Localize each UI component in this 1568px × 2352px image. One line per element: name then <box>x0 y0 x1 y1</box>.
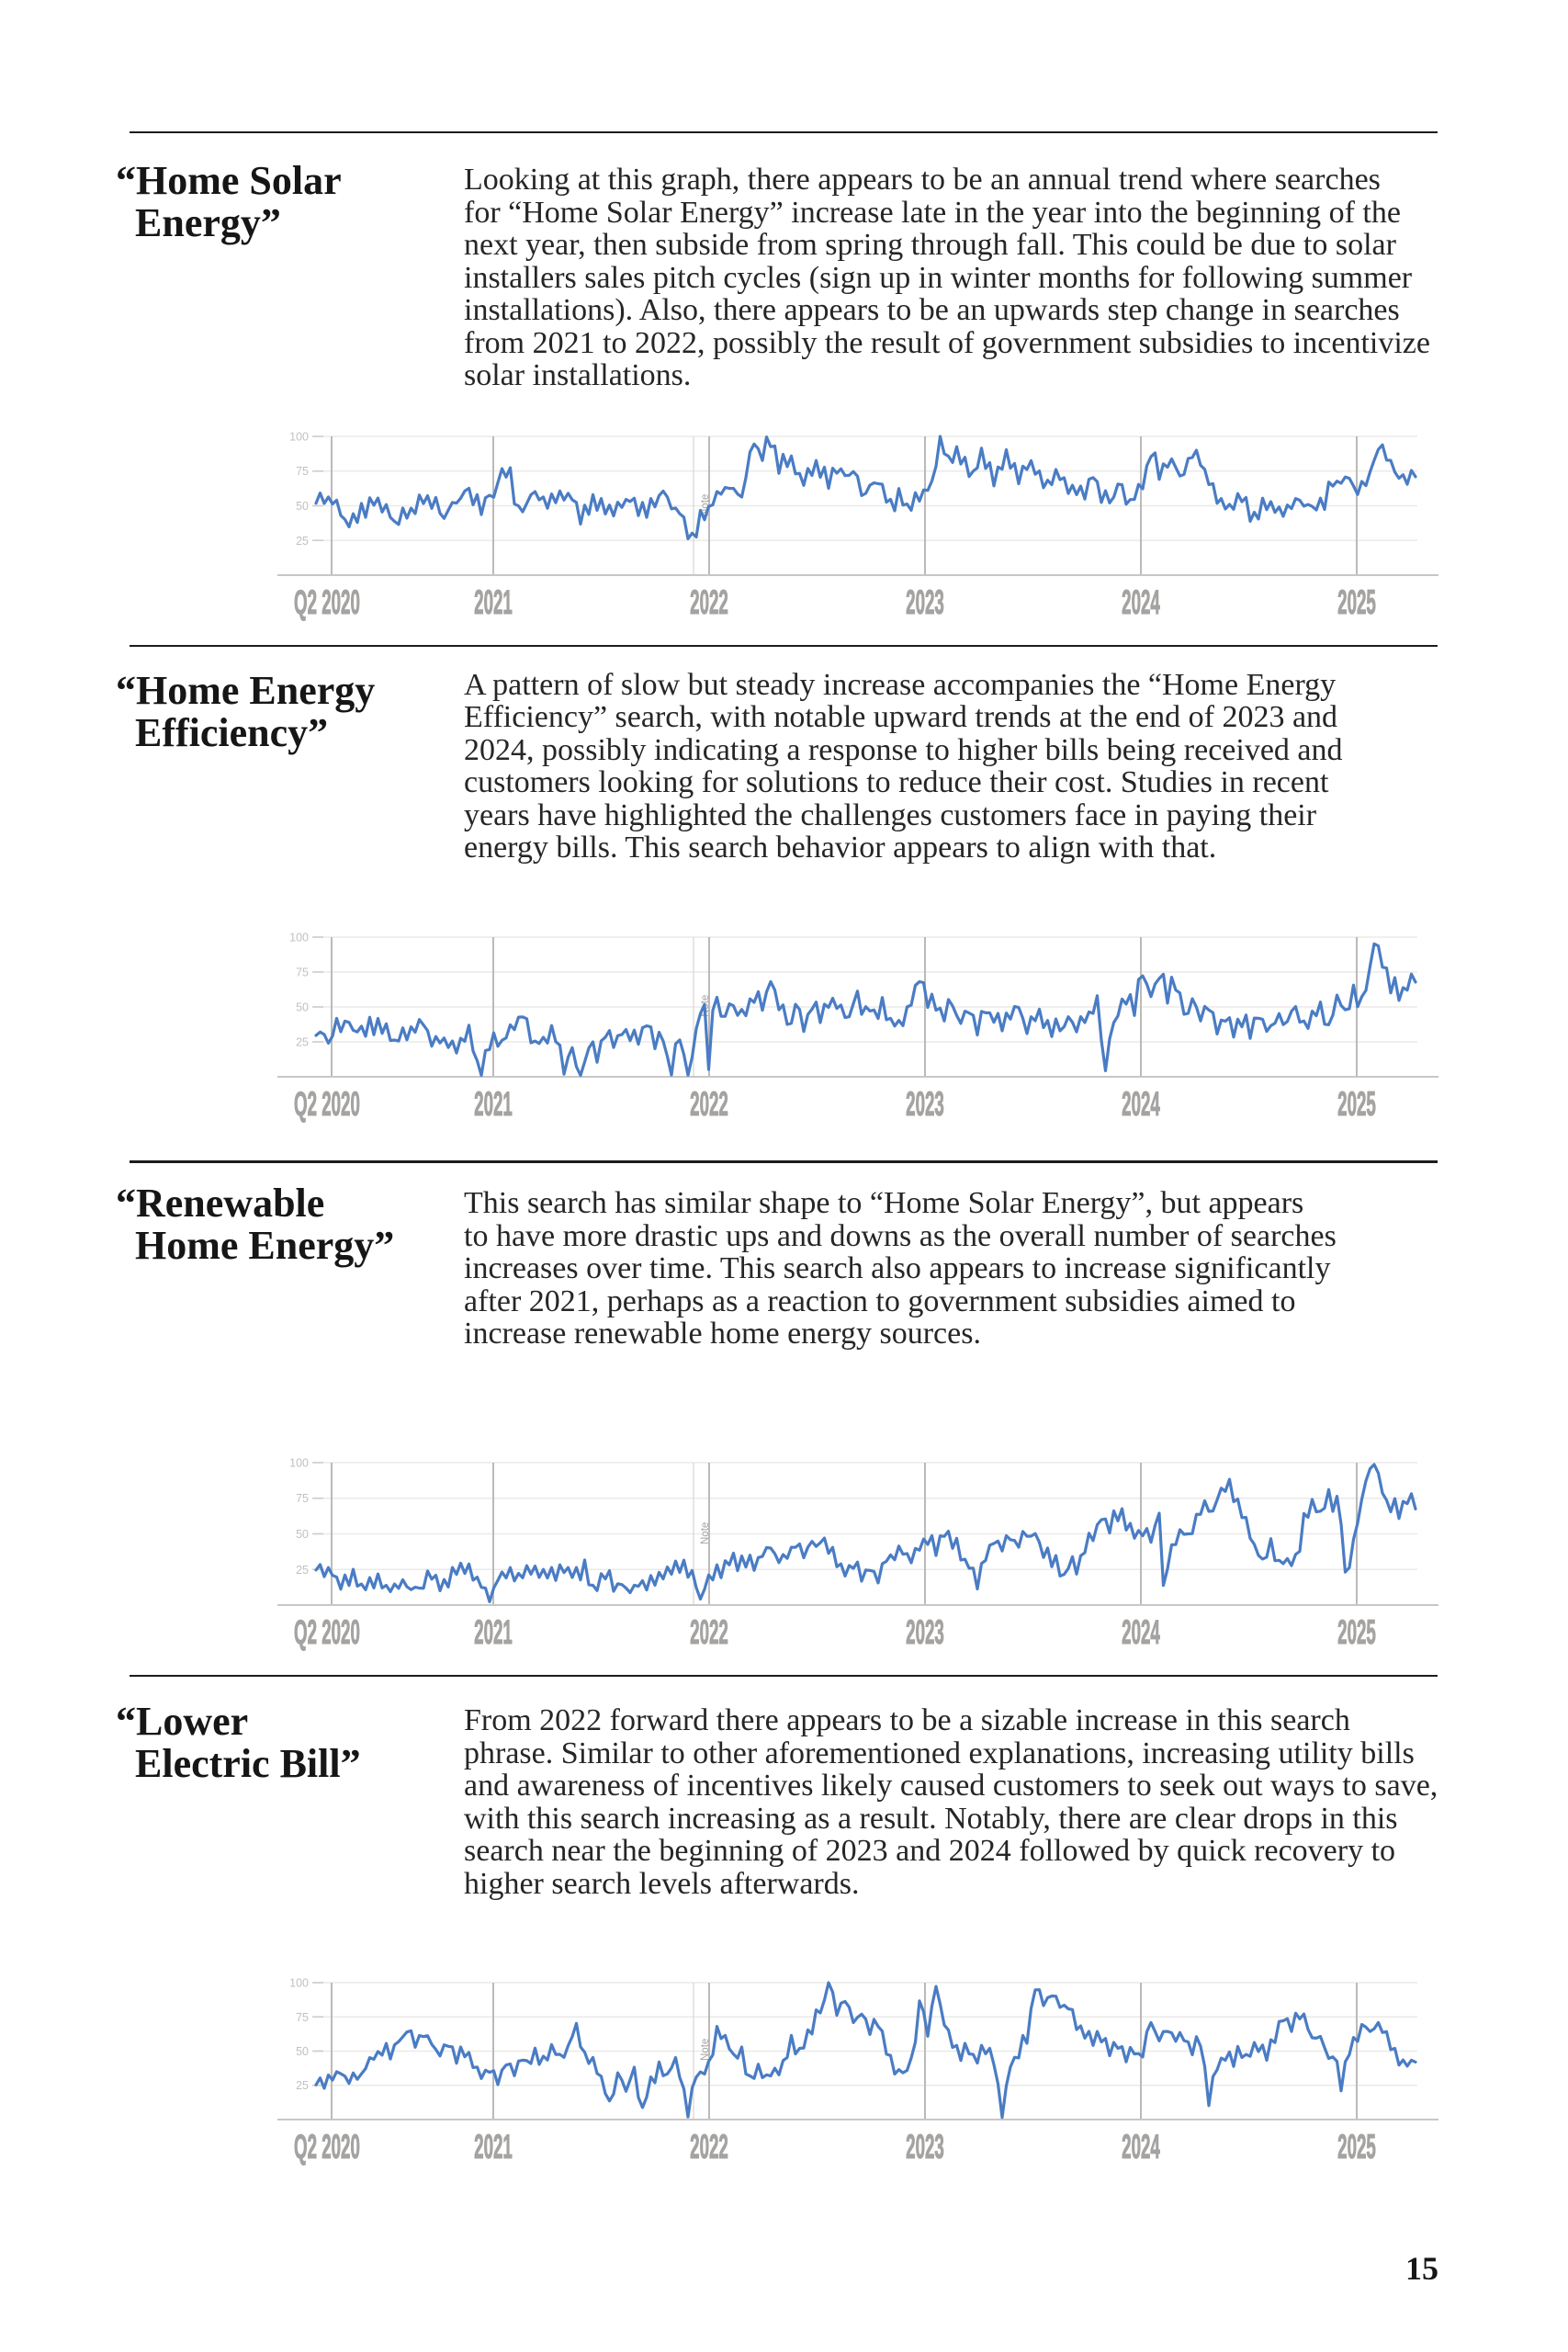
svg-text:2021: 2021 <box>474 1613 513 1652</box>
svg-text:50: 50 <box>296 500 309 513</box>
svg-text:2025: 2025 <box>1337 583 1376 622</box>
svg-text:100: 100 <box>289 431 309 444</box>
svg-text:2025: 2025 <box>1337 1613 1376 1652</box>
svg-text:50: 50 <box>296 1001 309 1014</box>
svg-text:100: 100 <box>289 1457 309 1470</box>
svg-text:2024: 2024 <box>1122 1085 1160 1124</box>
svg-text:25: 25 <box>296 1036 309 1049</box>
svg-text:25: 25 <box>296 2079 309 2092</box>
svg-text:75: 75 <box>296 2011 309 2024</box>
svg-text:2021: 2021 <box>474 1085 513 1124</box>
svg-text:2024: 2024 <box>1122 1613 1160 1652</box>
svg-text:75: 75 <box>296 1492 309 1505</box>
svg-text:Q2 2020: Q2 2020 <box>294 1613 360 1652</box>
svg-text:2023: 2023 <box>906 2128 944 2166</box>
svg-text:2022: 2022 <box>690 583 728 622</box>
svg-text:2025: 2025 <box>1337 2128 1376 2166</box>
svg-text:100: 100 <box>289 1977 309 1990</box>
svg-text:Q2 2020: Q2 2020 <box>294 583 360 622</box>
svg-text:50: 50 <box>296 2045 309 2058</box>
svg-text:100: 100 <box>289 932 309 944</box>
svg-text:2021: 2021 <box>474 583 513 622</box>
svg-text:Note: Note <box>700 2039 711 2061</box>
svg-text:2023: 2023 <box>906 1613 944 1652</box>
svg-text:2025: 2025 <box>1337 1085 1376 1124</box>
svg-text:25: 25 <box>296 1564 309 1577</box>
svg-text:25: 25 <box>296 535 309 548</box>
svg-text:75: 75 <box>296 465 309 478</box>
svg-text:2022: 2022 <box>690 2128 728 2166</box>
svg-text:2024: 2024 <box>1122 2128 1160 2166</box>
svg-text:2022: 2022 <box>690 1085 728 1124</box>
svg-text:Q2 2020: Q2 2020 <box>294 2128 360 2166</box>
svg-text:2021: 2021 <box>474 2128 513 2166</box>
svg-text:2023: 2023 <box>906 583 944 622</box>
svg-text:2022: 2022 <box>690 1613 728 1652</box>
svg-text:50: 50 <box>296 1528 309 1541</box>
svg-text:Note: Note <box>700 1522 711 1544</box>
svg-text:75: 75 <box>296 967 309 979</box>
svg-text:2024: 2024 <box>1122 583 1160 622</box>
svg-text:2023: 2023 <box>906 1085 944 1124</box>
svg-text:Q2 2020: Q2 2020 <box>294 1085 360 1124</box>
